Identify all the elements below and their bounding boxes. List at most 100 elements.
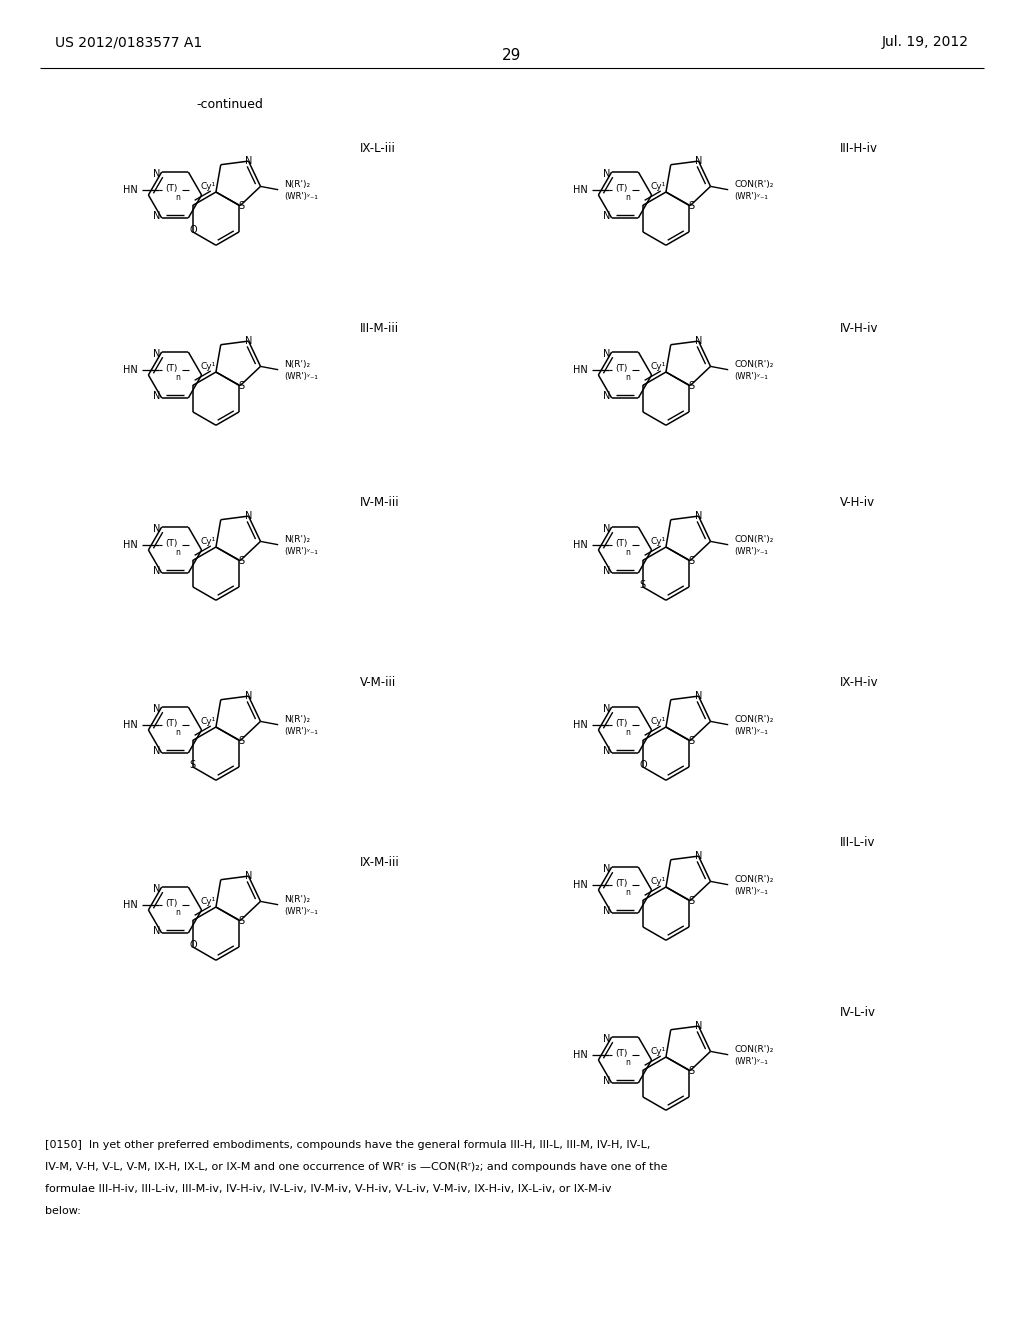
Text: Cy¹: Cy¹: [201, 898, 216, 907]
Text: formulae III-H-iv, III-L-iv, III-M-iv, IV-H-iv, IV-L-iv, IV-M-iv, V-H-iv, V-L-iv: formulae III-H-iv, III-L-iv, III-M-iv, I…: [45, 1184, 611, 1195]
Text: (WR')ʸ₋₁: (WR')ʸ₋₁: [284, 546, 317, 556]
Text: n: n: [175, 908, 180, 917]
Text: S: S: [688, 896, 694, 906]
Text: (T): (T): [615, 719, 628, 729]
Text: N: N: [153, 566, 161, 576]
Text: HN: HN: [573, 540, 588, 550]
Text: S: S: [688, 1065, 694, 1076]
Text: (T): (T): [615, 1049, 628, 1059]
Text: N: N: [153, 348, 161, 359]
Text: N: N: [695, 156, 702, 166]
Text: N(R')₂: N(R')₂: [284, 535, 310, 544]
Text: HN: HN: [573, 364, 588, 375]
Text: N: N: [245, 871, 252, 882]
Text: S: S: [239, 201, 244, 211]
Text: CON(R')₂: CON(R')₂: [734, 875, 773, 884]
Text: N: N: [153, 211, 161, 220]
Text: (T): (T): [166, 364, 178, 374]
Text: N: N: [603, 211, 610, 220]
Text: N: N: [603, 704, 610, 714]
Text: (WR')ʸ₋₁: (WR')ʸ₋₁: [284, 727, 317, 737]
Text: below:: below:: [45, 1206, 81, 1216]
Text: IV-M-iii: IV-M-iii: [360, 496, 399, 510]
Text: -continued: -continued: [197, 99, 263, 111]
Text: Cy¹: Cy¹: [650, 1048, 666, 1056]
Text: US 2012/0183577 A1: US 2012/0183577 A1: [55, 36, 203, 49]
Text: N: N: [603, 746, 610, 756]
Text: (T): (T): [166, 540, 178, 549]
Text: (WR')ʸ₋₁: (WR')ʸ₋₁: [284, 191, 317, 201]
Text: N: N: [153, 884, 161, 894]
Text: [0150]  In yet other preferred embodiments, compounds have the general formula I: [0150] In yet other preferred embodiment…: [45, 1140, 650, 1150]
Text: IV-H-iv: IV-H-iv: [840, 322, 879, 334]
Text: III-M-iii: III-M-iii: [360, 322, 399, 334]
Text: N: N: [153, 524, 161, 535]
Text: V-M-iii: V-M-iii: [360, 676, 396, 689]
Text: (WR')ʸ₋₁: (WR')ʸ₋₁: [734, 1057, 768, 1067]
Text: S: S: [688, 380, 694, 391]
Text: N: N: [603, 865, 610, 874]
Text: n: n: [175, 729, 180, 738]
Text: N: N: [153, 927, 161, 936]
Text: O: O: [639, 760, 647, 770]
Text: N: N: [603, 524, 610, 535]
Text: n: n: [626, 549, 630, 557]
Text: (WR')ʸ₋₁: (WR')ʸ₋₁: [734, 546, 768, 556]
Text: HN: HN: [123, 900, 137, 909]
Text: N: N: [153, 746, 161, 756]
Text: HN: HN: [573, 719, 588, 730]
Text: V-H-iv: V-H-iv: [840, 496, 876, 510]
Text: IX-H-iv: IX-H-iv: [840, 676, 879, 689]
Text: HN: HN: [573, 1049, 588, 1060]
Text: (T): (T): [166, 899, 178, 908]
Text: HN: HN: [123, 185, 137, 195]
Text: n: n: [626, 1059, 630, 1068]
Text: S: S: [640, 579, 646, 590]
Text: Jul. 19, 2012: Jul. 19, 2012: [882, 36, 969, 49]
Text: N: N: [603, 566, 610, 576]
Text: HN: HN: [123, 719, 137, 730]
Text: n: n: [626, 194, 630, 202]
Text: n: n: [175, 549, 180, 557]
Text: HN: HN: [573, 185, 588, 195]
Text: IV-L-iv: IV-L-iv: [840, 1006, 876, 1019]
Text: N(R')₂: N(R')₂: [284, 895, 310, 904]
Text: Cy¹: Cy¹: [650, 718, 666, 726]
Text: CON(R')₂: CON(R')₂: [734, 715, 773, 723]
Text: N(R')₂: N(R')₂: [284, 180, 310, 189]
Text: Cy¹: Cy¹: [650, 363, 666, 371]
Text: S: S: [239, 556, 244, 566]
Text: CON(R')₂: CON(R')₂: [734, 180, 773, 189]
Text: (WR')ʸ₋₁: (WR')ʸ₋₁: [734, 372, 768, 381]
Text: N: N: [245, 511, 252, 521]
Text: S: S: [688, 735, 694, 746]
Text: HN: HN: [123, 540, 137, 550]
Text: Cy¹: Cy¹: [650, 878, 666, 887]
Text: O: O: [189, 940, 197, 950]
Text: N: N: [603, 1076, 610, 1086]
Text: N: N: [695, 692, 702, 701]
Text: N: N: [603, 348, 610, 359]
Text: (T): (T): [615, 185, 628, 194]
Text: S: S: [189, 760, 196, 770]
Text: Cy¹: Cy¹: [201, 537, 216, 546]
Text: III-H-iv: III-H-iv: [840, 141, 878, 154]
Text: S: S: [239, 735, 244, 746]
Text: N: N: [245, 337, 252, 346]
Text: N: N: [695, 337, 702, 346]
Text: (WR')ʸ₋₁: (WR')ʸ₋₁: [734, 191, 768, 201]
Text: III-L-iv: III-L-iv: [840, 837, 876, 850]
Text: N: N: [695, 511, 702, 521]
Text: n: n: [626, 888, 630, 898]
Text: N: N: [603, 1034, 610, 1044]
Text: (WR')ʸ₋₁: (WR')ʸ₋₁: [284, 907, 317, 916]
Text: (T): (T): [615, 364, 628, 374]
Text: S: S: [239, 916, 244, 925]
Text: N: N: [245, 692, 252, 701]
Text: IV-M, V-H, V-L, V-M, IX-H, IX-L, or IX-M and one occurrence of WRʳ is —CON(Rʳ)₂;: IV-M, V-H, V-L, V-M, IX-H, IX-L, or IX-M…: [45, 1162, 668, 1172]
Text: S: S: [239, 380, 244, 391]
Text: N: N: [603, 391, 610, 401]
Text: Cy¹: Cy¹: [650, 182, 666, 191]
Text: (T): (T): [166, 185, 178, 194]
Text: CON(R')₂: CON(R')₂: [734, 360, 773, 370]
